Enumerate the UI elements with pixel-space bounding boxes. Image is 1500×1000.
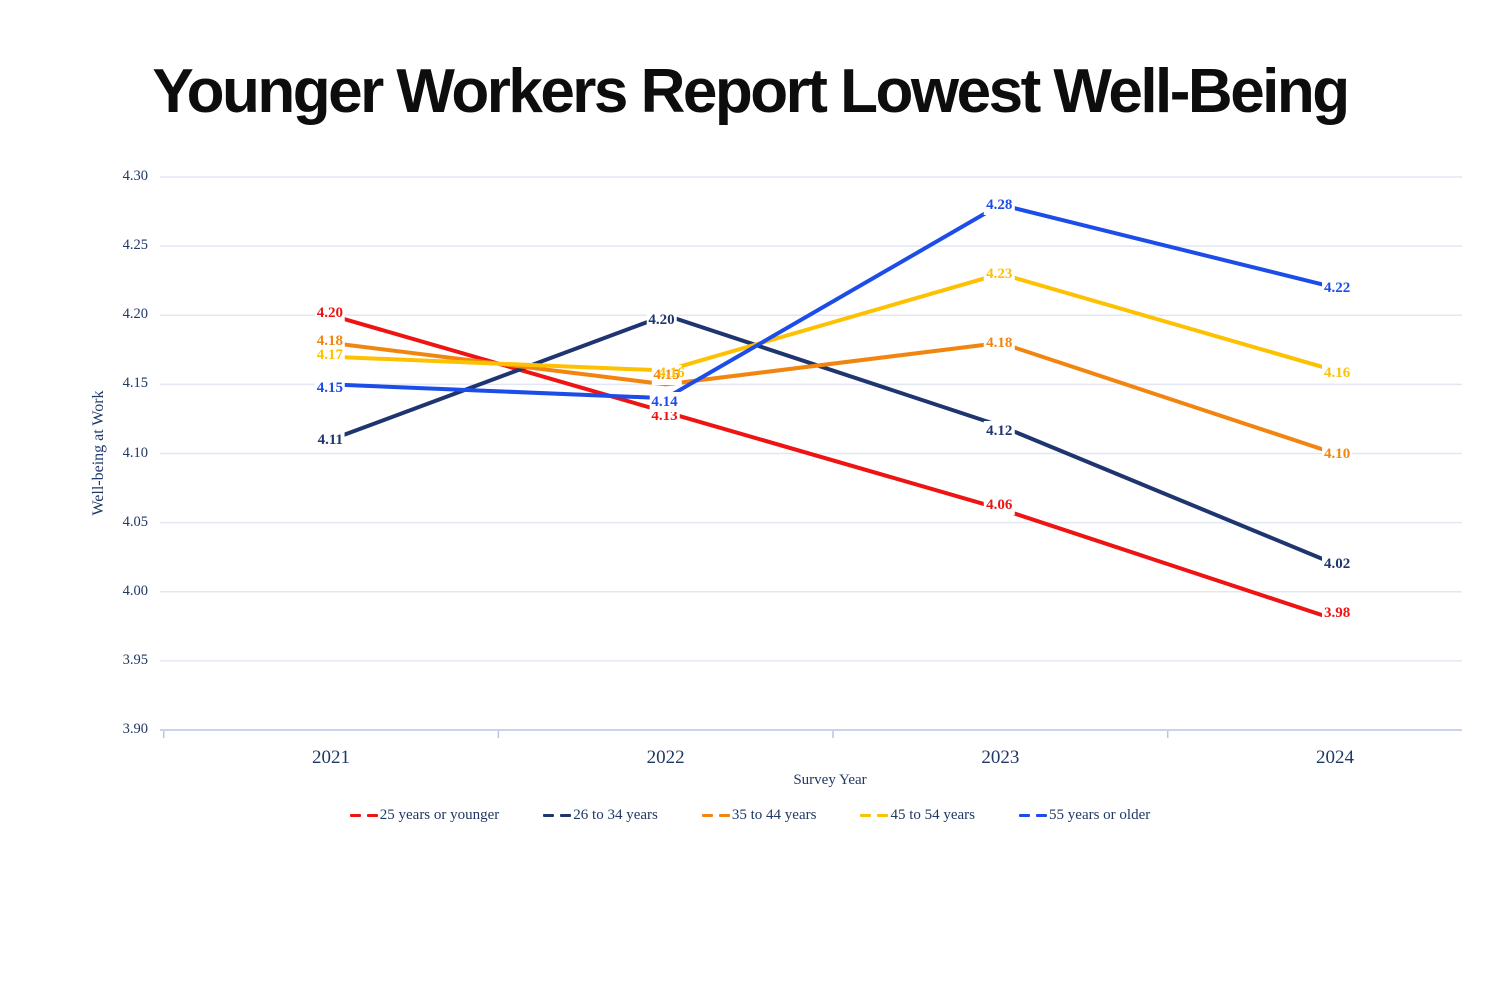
legend: 25 years or younger 26 to 34 years 35 to… — [0, 807, 1500, 824]
x-axis-tick-label: 2024 — [1316, 747, 1354, 768]
legend-dash-icon — [877, 814, 889, 817]
data-label: 4.16 — [658, 364, 685, 381]
y-axis-tick-label: 4.15 — [122, 375, 148, 392]
legend-dash-icon — [718, 814, 730, 817]
legend-dash-icon — [543, 814, 555, 817]
legend-label: 35 to 44 years — [731, 807, 817, 823]
data-label: 4.28 — [984, 194, 1015, 215]
legend-dash-icon — [860, 814, 872, 817]
data-label: 4.06 — [984, 494, 1015, 515]
legend-dash-icon — [366, 814, 378, 817]
series-line-55-years-or-older — [329, 202, 1338, 401]
y-axis-tick-label: 3.90 — [122, 721, 148, 737]
legend-item-26-to-34: 26 to 34 years — [543, 807, 658, 824]
legend-dash-icon — [1019, 814, 1031, 817]
series-line-45-to-54-years — [329, 271, 1338, 373]
legend-item-45-to-54: 45 to 54 years — [860, 807, 975, 824]
data-label: 4.15 — [314, 378, 345, 399]
data-label: 4.11 — [315, 429, 345, 450]
legend-dash-icon — [701, 814, 713, 817]
x-axis-title: Survey Year — [793, 772, 867, 788]
legend-item-55-or-older: 55 years or older — [1019, 807, 1150, 824]
y-axis-tick-label: 4.20 — [122, 306, 148, 323]
legend-label: 55 years or older — [1049, 807, 1151, 823]
data-label: 3.98 — [1322, 603, 1353, 624]
y-axis-tick-label: 4.10 — [122, 444, 148, 461]
data-label: 4.16 — [1322, 362, 1353, 383]
x-axis-tick-label: 2022 — [646, 747, 685, 768]
legend-label: 26 to 34 years — [573, 807, 658, 823]
data-label: 4.10 — [1322, 443, 1353, 464]
data-label: 4.14 — [649, 392, 680, 413]
data-label: 4.22 — [1322, 277, 1353, 298]
legend-dash-icon — [1036, 814, 1048, 817]
legend-item-35-to-44: 35 to 44 years — [701, 807, 817, 824]
legend-label: 25 years or younger — [379, 807, 500, 823]
data-label: 4.17 — [314, 344, 345, 365]
data-label: 4.02 — [1322, 554, 1353, 575]
data-label: 4.15 — [651, 365, 682, 386]
y-axis-tick-label: 3.95 — [122, 651, 148, 668]
y-axis-tick-label: 4.05 — [122, 513, 148, 530]
legend-dash-icon — [349, 814, 361, 817]
legend-dash-icon — [560, 814, 572, 817]
data-label: 4.18 — [984, 332, 1015, 353]
data-label: 4.20 — [646, 310, 677, 331]
data-label: 4.20 — [314, 303, 345, 324]
x-axis-tick-label: 2021 — [312, 747, 350, 768]
series-line-26-to-34-years — [329, 313, 1338, 567]
x-axis-tick-label: 2023 — [981, 747, 1020, 768]
chart-title: Younger Workers Report Lowest Well-Being — [152, 57, 1350, 126]
y-axis-tick-label: 4.00 — [122, 582, 148, 599]
y-axis-tick-label: 4.30 — [122, 168, 148, 184]
legend-item-25-or-younger: 25 years or younger — [349, 807, 500, 824]
y-axis-tick-label: 4.25 — [122, 237, 148, 254]
legend-label: 45 to 54 years — [890, 807, 976, 823]
data-label: 4.12 — [984, 420, 1015, 441]
data-label: 4.23 — [984, 263, 1015, 284]
